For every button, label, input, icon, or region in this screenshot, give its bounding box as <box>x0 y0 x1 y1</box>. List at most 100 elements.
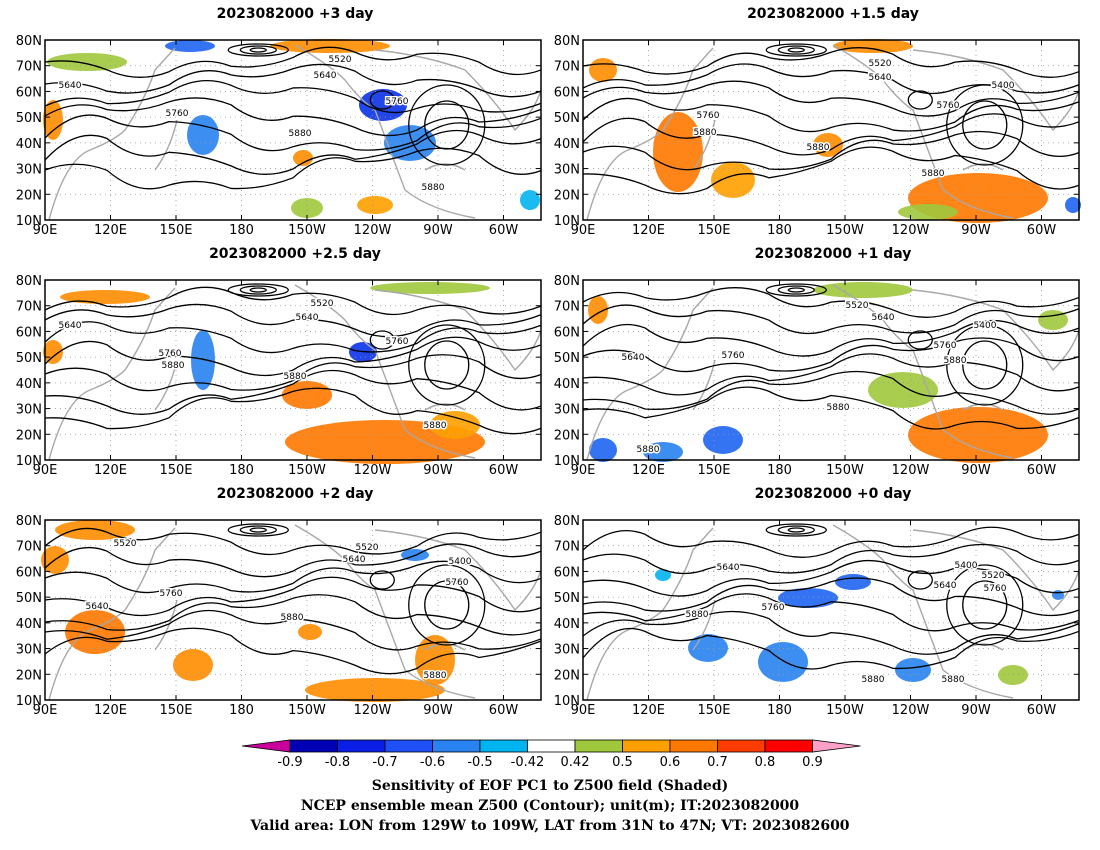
panel-title-5: 2023082000 +2 day <box>216 486 374 502</box>
sensitivity-shading <box>703 426 743 454</box>
lon-label: 150W <box>288 463 326 478</box>
z500-contour <box>44 303 542 338</box>
lat-label: 20N <box>16 668 42 683</box>
coastline <box>912 289 1080 372</box>
coastline <box>832 44 1014 219</box>
panel-title-3: 2023082000 +2.5 day <box>209 246 381 262</box>
map-frame <box>582 519 1080 701</box>
lon-label: 90W <box>961 703 991 718</box>
contour-label: 5640 <box>622 353 645 363</box>
colorbar-tick-label: -0.7 <box>372 755 397 770</box>
lon-label: 120W <box>354 223 392 238</box>
contour-label: 5880 <box>637 445 660 455</box>
lat-label: 40N <box>554 137 580 152</box>
sensitivity-shading <box>813 282 913 298</box>
coastline <box>692 599 716 651</box>
lat-label: 30N <box>554 163 580 178</box>
z500-contour <box>582 304 1080 335</box>
lat-label: 20N <box>16 188 42 203</box>
contour-label: 5760 <box>697 111 720 121</box>
lon-label: 60W <box>489 223 519 238</box>
lat-label: 10N <box>16 694 42 709</box>
z500-contour <box>44 369 542 415</box>
z500-contour-ring <box>227 283 289 297</box>
z500-contour <box>44 527 542 556</box>
z500-contour-loop <box>369 330 395 350</box>
map-frame <box>582 39 1080 221</box>
lon-label: 60W <box>1027 463 1057 478</box>
lat-label: 60N <box>16 565 42 580</box>
z500-contour <box>582 63 1080 95</box>
sensitivity-shading <box>370 282 490 294</box>
lat-label: 70N <box>554 300 580 315</box>
colorbar-tick-label: 0.7 <box>707 755 728 770</box>
colorbar-segment <box>717 739 766 753</box>
z500-contour <box>44 147 542 190</box>
z500-contour-ring <box>787 287 805 293</box>
colorbar-tick-label: 0.6 <box>660 755 681 770</box>
lat-label: 60N <box>16 85 42 100</box>
map-panel-5: 5520 5520 5640 5400 5640 5760 5760 5880 5880 80N 7… <box>16 514 542 718</box>
coastline <box>374 49 542 132</box>
contour-label: 5760 <box>446 578 469 588</box>
z500-contour <box>44 321 542 354</box>
lat-label: 70N <box>554 60 580 75</box>
coastline <box>154 119 178 171</box>
colorbar-segment <box>669 739 718 753</box>
contour-label: 5880 <box>827 403 850 413</box>
z500-contour-loop <box>907 570 933 590</box>
lat-label: 70N <box>16 540 42 555</box>
lon-label: 90E <box>571 463 596 478</box>
lon-label: 180 <box>767 463 792 478</box>
lat-label: 10N <box>554 214 580 229</box>
lat-label: 30N <box>16 403 42 418</box>
coastline <box>832 284 1014 459</box>
z500-contour-ring <box>239 285 277 295</box>
colorbar-tick-label: 0.5 <box>612 755 633 770</box>
contour-label: 5400 <box>974 321 997 331</box>
z500-contour <box>44 286 542 316</box>
lon-label: 90E <box>33 703 58 718</box>
contour-label: 5880 <box>289 129 312 139</box>
z500-contour-loop <box>946 84 1024 166</box>
sensitivity-shading <box>165 40 215 52</box>
contour-label: 5880 <box>807 143 830 153</box>
z500-contour-loop <box>408 324 486 406</box>
coastline <box>586 287 714 461</box>
contour-label: 5760 <box>160 589 183 599</box>
coastline <box>48 47 176 221</box>
lat-label: 60N <box>554 85 580 100</box>
z500-contour-ring <box>249 527 267 533</box>
z500-contour <box>582 543 1080 575</box>
colorbar-segment <box>337 739 386 753</box>
colorbar-tick-label: 0.8 <box>755 755 776 770</box>
z500-contour-ring <box>765 523 827 537</box>
z500-contour <box>582 97 1080 133</box>
contour-label: 5640 <box>717 563 740 573</box>
lat-label: 10N <box>16 214 42 229</box>
coastline <box>424 163 466 171</box>
contour-label: 5880 <box>424 671 447 681</box>
z500-contour-loop <box>962 340 1008 390</box>
footer-line-3: Valid area: LON from 129W to 109W, LAT f… <box>250 818 850 834</box>
z500-contour-ring <box>765 283 827 297</box>
contour-label: 5880 <box>281 613 304 623</box>
z500-contour-loop <box>424 100 470 150</box>
z500-contour-ring <box>239 525 277 535</box>
lon-label: 120W <box>354 463 392 478</box>
lon-label: 90W <box>423 463 453 478</box>
lon-label: 60W <box>1027 703 1057 718</box>
z500-contour-loop <box>946 564 1024 646</box>
lat-label: 10N <box>16 454 42 469</box>
contour-label: 5760 <box>722 351 745 361</box>
lon-label: 150E <box>159 463 192 478</box>
sensitivity-shading <box>298 624 322 640</box>
sensitivity-shading <box>1065 197 1081 213</box>
lat-label: 80N <box>554 514 580 529</box>
z500-contour-ring <box>777 45 815 55</box>
z500-contour <box>582 113 1080 156</box>
lat-label: 70N <box>16 60 42 75</box>
colorbar-segment <box>622 739 671 753</box>
contour-label: 5520 <box>114 539 137 549</box>
contour-label: 5760 <box>159 349 182 359</box>
